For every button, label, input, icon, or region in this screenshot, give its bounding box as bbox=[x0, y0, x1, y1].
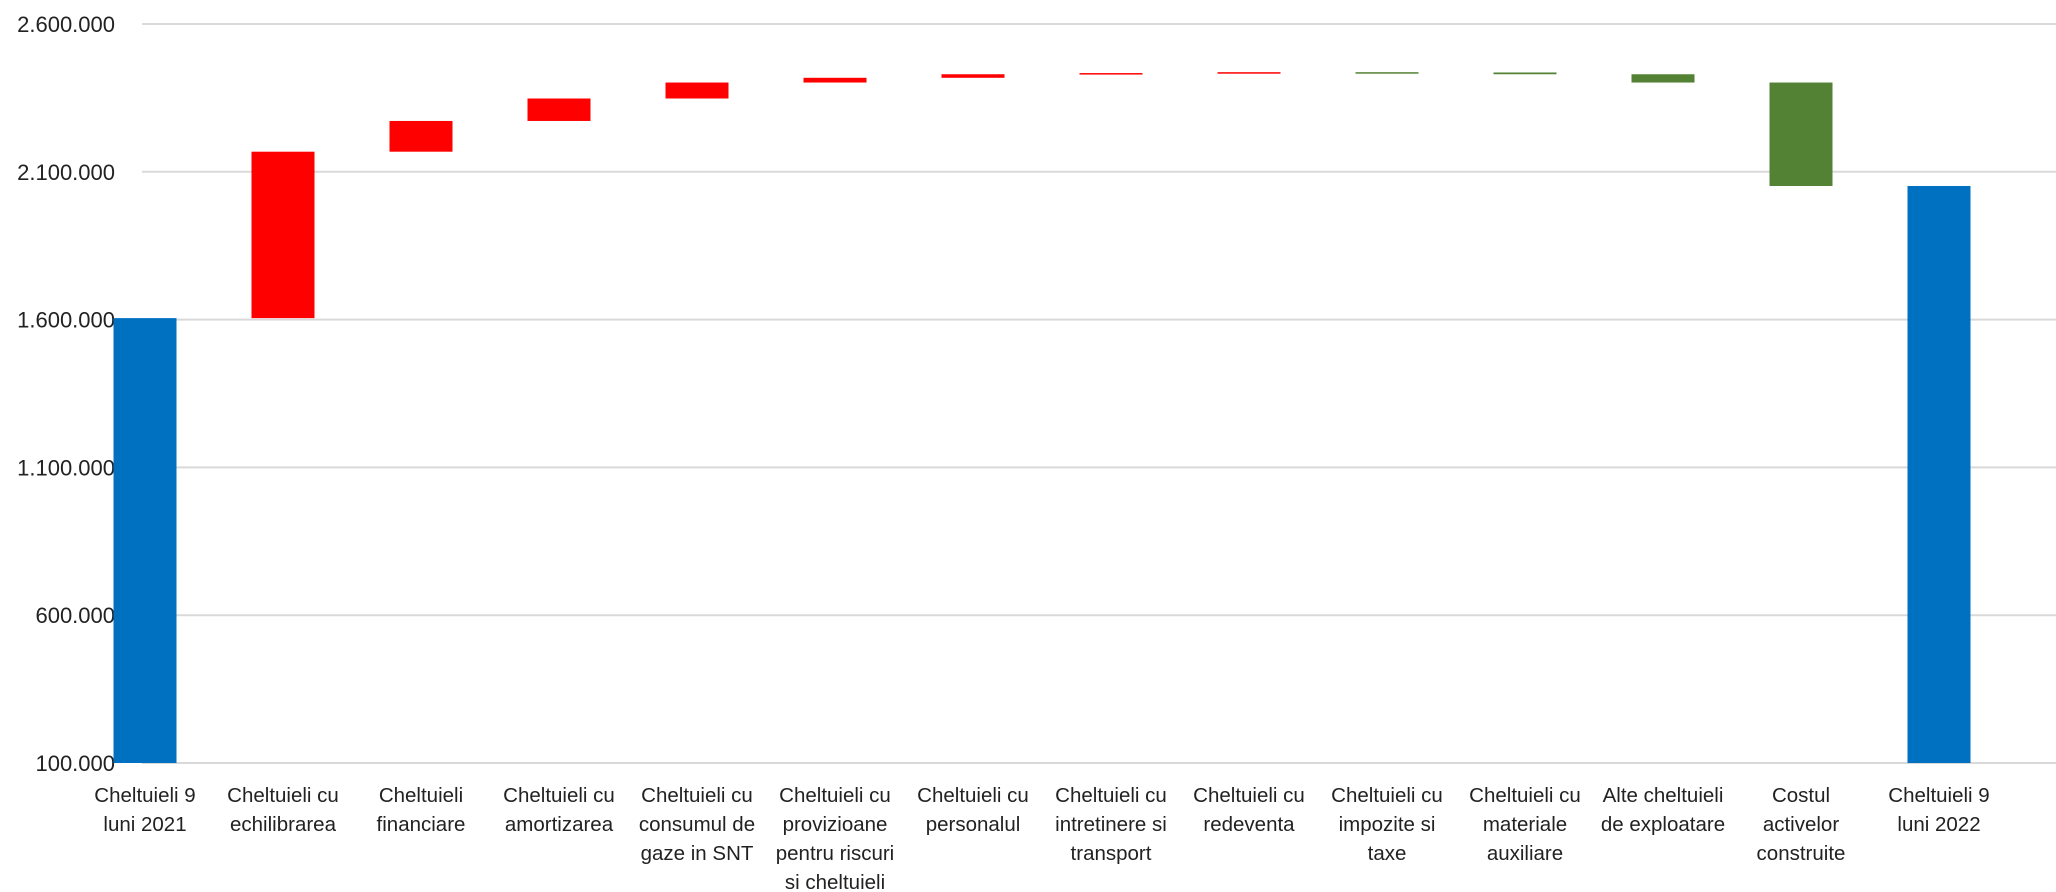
x-category-label: materiale bbox=[1483, 813, 1567, 836]
x-category-label: financiare bbox=[377, 813, 466, 836]
x-category-label: luni 2022 bbox=[1897, 813, 1980, 836]
x-category-label: echilibrarea bbox=[230, 813, 337, 836]
x-axis: Cheltuieli 9 luni 2021 Cheltuieli cu echili… bbox=[94, 784, 1989, 892]
bar-decrease bbox=[1493, 72, 1557, 75]
gridlines bbox=[142, 23, 2056, 764]
bar-decrease bbox=[1631, 74, 1695, 83]
x-category-label: Costul bbox=[1772, 784, 1830, 807]
x-category-label: consumul de bbox=[639, 813, 755, 836]
x-category-label: provizioane bbox=[783, 813, 888, 836]
x-category-label: intretinere si bbox=[1055, 813, 1167, 836]
y-tick-label: 1.600.000 bbox=[17, 308, 115, 333]
x-category-label: construite bbox=[1757, 842, 1846, 865]
x-category-label: transport bbox=[1071, 842, 1152, 865]
x-category-label: Cheltuieli cu bbox=[641, 784, 753, 807]
bar-increase bbox=[389, 120, 453, 152]
bar-increase bbox=[665, 82, 729, 99]
y-tick-label: 1.100.000 bbox=[17, 455, 115, 480]
x-category-label: de exploatare bbox=[1601, 813, 1725, 836]
x-category-label: impozite si bbox=[1339, 813, 1436, 836]
x-category-label: Cheltuieli cu bbox=[1469, 784, 1581, 807]
y-axis: 2.600.000 2.100.000 1.600.000 1.100.000 600.… bbox=[17, 12, 115, 776]
bar-increase bbox=[803, 77, 867, 83]
x-category-label: personalul bbox=[926, 813, 1021, 836]
x-category-label: Cheltuieli 9 bbox=[94, 784, 195, 807]
bar-increase bbox=[527, 98, 591, 121]
y-tick-label: 100.000 bbox=[35, 751, 115, 776]
x-category-label: Cheltuieli 9 bbox=[1888, 784, 1989, 807]
x-category-label: auxiliare bbox=[1487, 842, 1563, 865]
x-category-label: Alte cheltuieli bbox=[1603, 784, 1724, 807]
x-category-label: si cheltuieli bbox=[785, 871, 885, 892]
x-category-label: luni 2021 bbox=[103, 813, 186, 836]
x-category-label: Cheltuieli cu bbox=[917, 784, 1029, 807]
bar-total bbox=[113, 318, 177, 763]
bar-decrease bbox=[1769, 82, 1833, 186]
bar-total bbox=[1907, 185, 1971, 764]
x-category-label: gaze in SNT bbox=[641, 842, 754, 865]
x-category-label: Cheltuieli cu bbox=[503, 784, 615, 807]
x-category-label: Cheltuieli cu bbox=[1331, 784, 1443, 807]
bars bbox=[113, 72, 1971, 764]
x-category-label: Cheltuieli bbox=[379, 784, 463, 807]
x-category-label: Cheltuieli cu bbox=[1193, 784, 1305, 807]
bar-increase bbox=[941, 74, 1005, 78]
x-category-label: pentru riscuri bbox=[776, 842, 895, 865]
y-tick-label: 600.000 bbox=[35, 603, 115, 628]
bar-increase bbox=[251, 151, 315, 319]
x-category-label: amortizarea bbox=[505, 813, 614, 836]
x-category-label: activelor bbox=[1763, 813, 1840, 836]
y-tick-label: 2.100.000 bbox=[17, 160, 115, 185]
x-category-label: Cheltuieli cu bbox=[227, 784, 339, 807]
x-category-label: Cheltuieli cu bbox=[779, 784, 891, 807]
bar-increase bbox=[1217, 72, 1281, 74]
x-category-label: redeventa bbox=[1203, 813, 1295, 836]
x-category-label: taxe bbox=[1368, 842, 1407, 865]
bar-decrease bbox=[1355, 72, 1419, 74]
bar-increase bbox=[1079, 73, 1143, 75]
x-category-label: Cheltuieli cu bbox=[1055, 784, 1167, 807]
y-tick-label: 2.600.000 bbox=[17, 12, 115, 37]
